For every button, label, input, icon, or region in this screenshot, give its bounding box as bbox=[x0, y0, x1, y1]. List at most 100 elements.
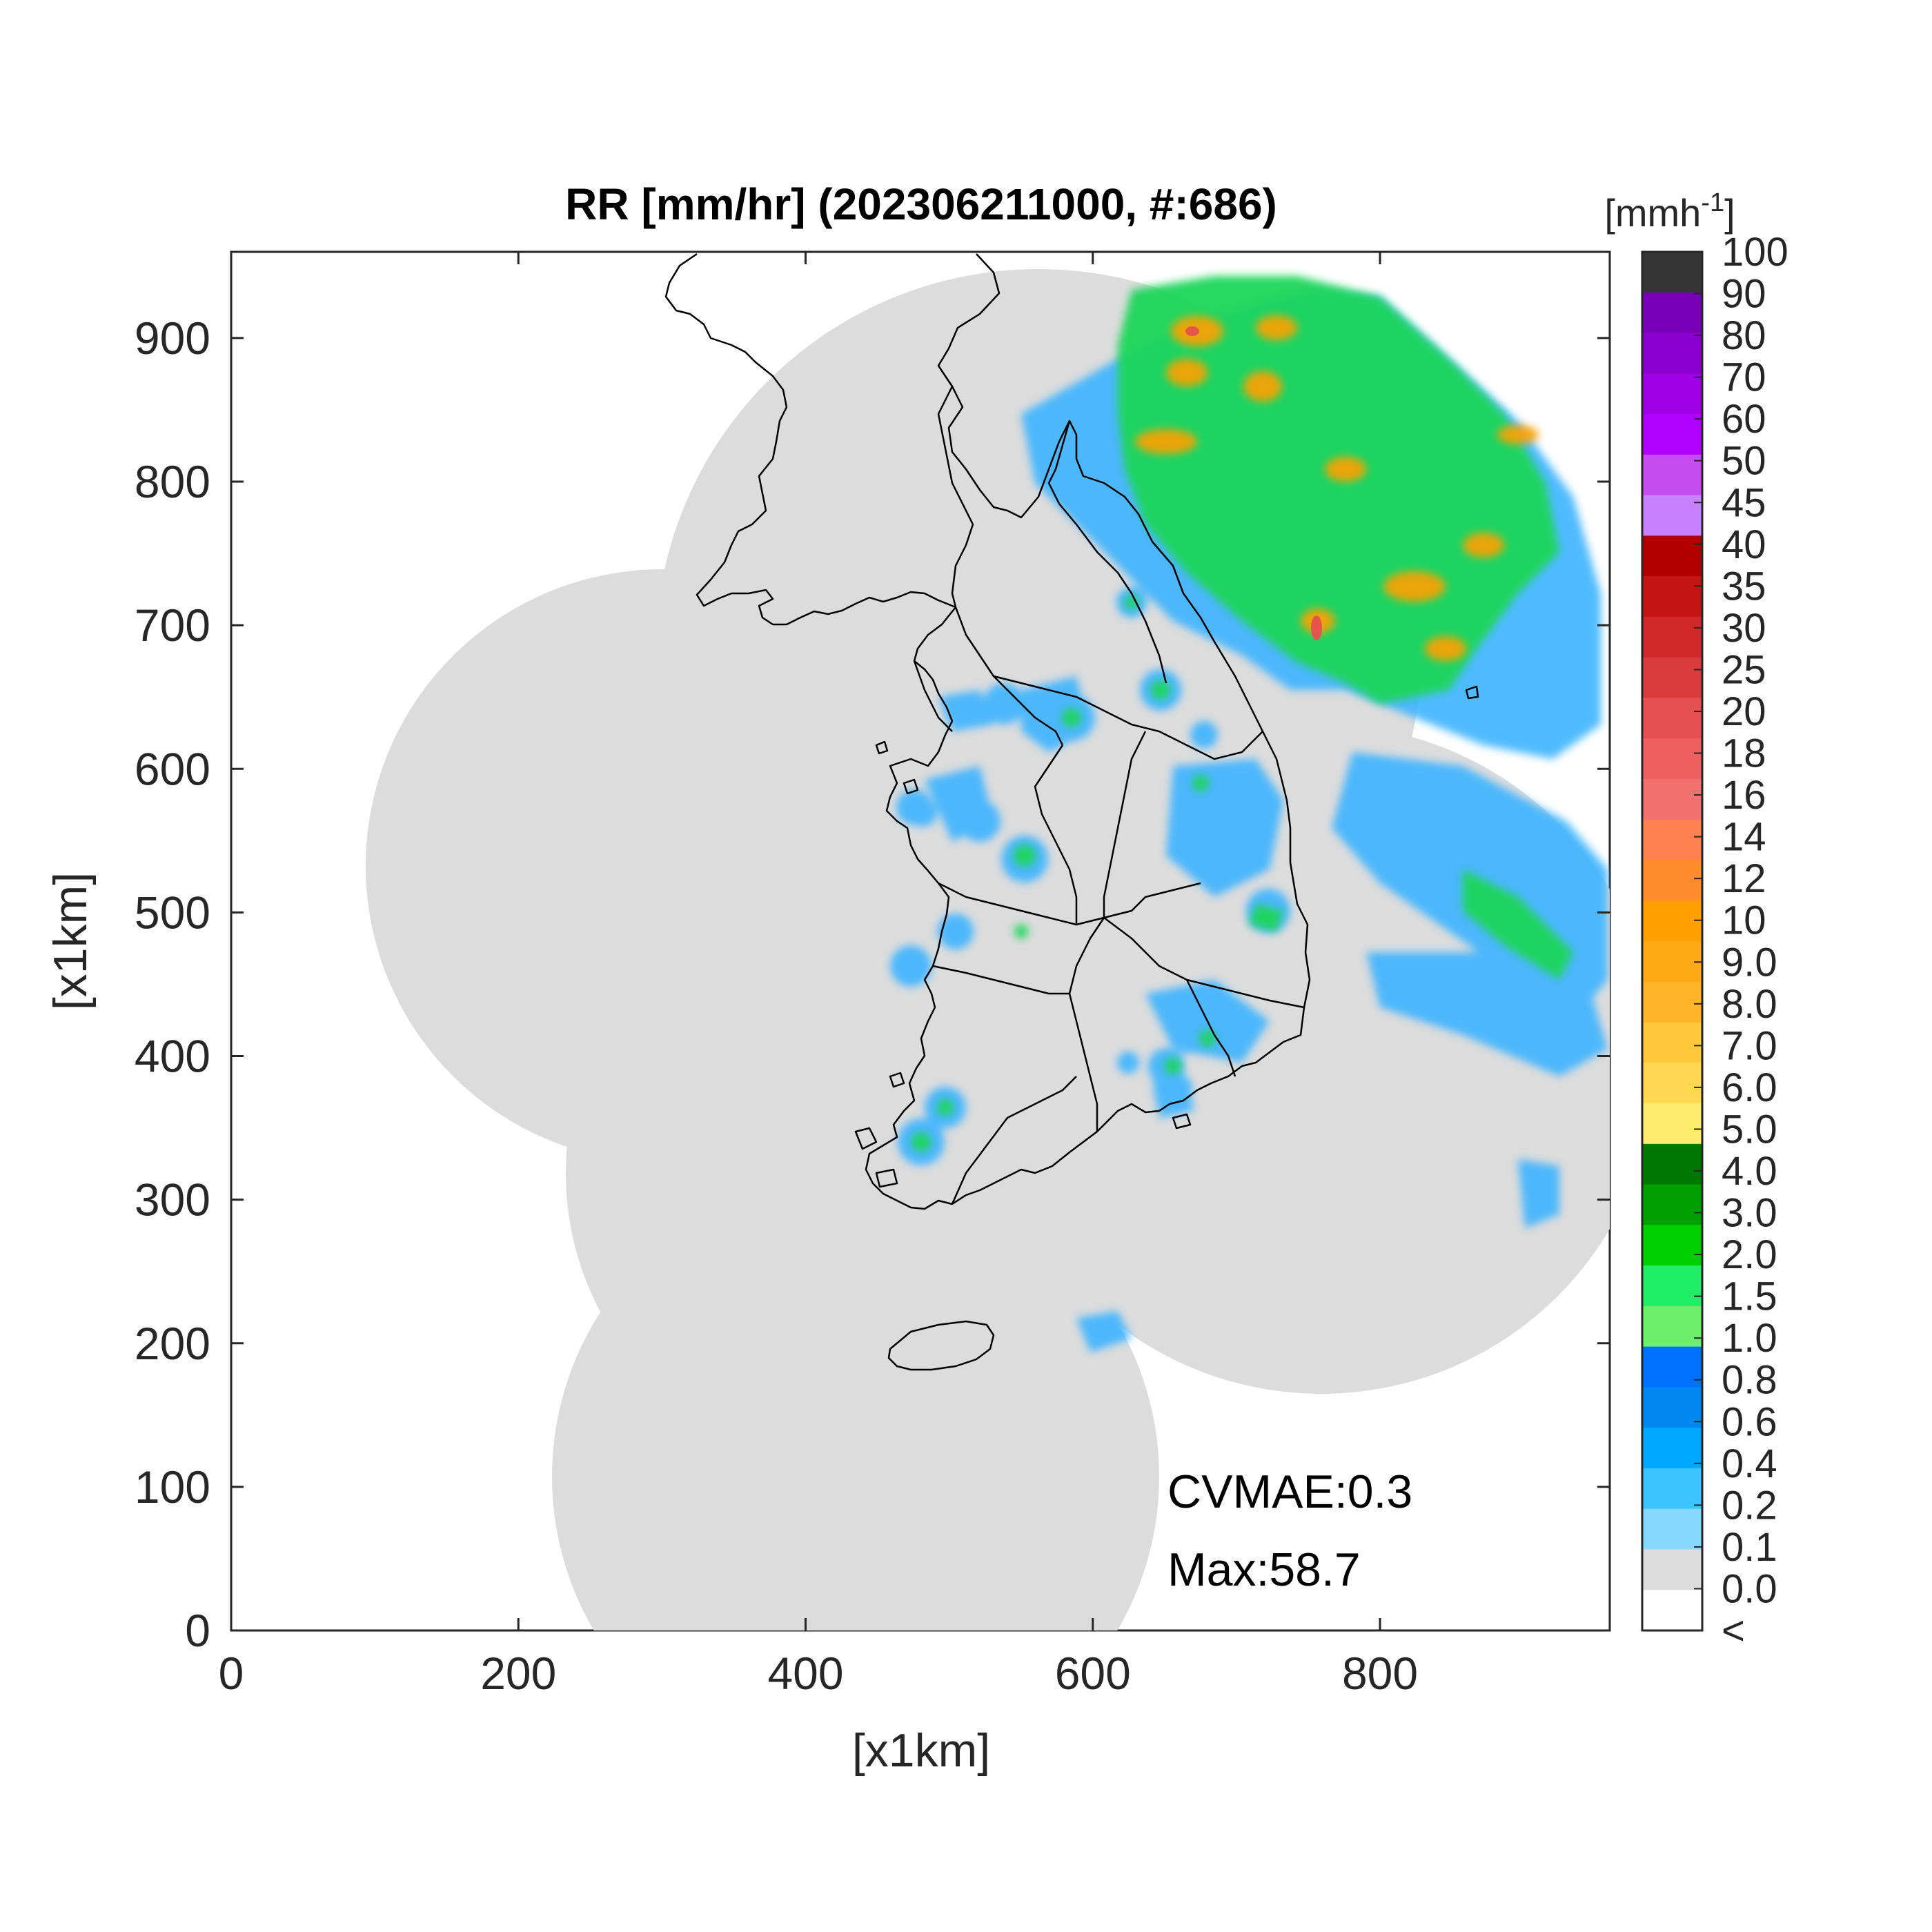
colorbar-cell bbox=[1642, 616, 1702, 658]
max-annotation: Max:58.7 bbox=[1167, 1544, 1361, 1596]
colorbar-label: 16 bbox=[1722, 773, 1766, 818]
colorbar-label: 14 bbox=[1722, 815, 1766, 860]
x-tick-label: 400 bbox=[767, 1648, 843, 1699]
colorbar-cell bbox=[1642, 1265, 1702, 1307]
colorbar-cell bbox=[1642, 333, 1702, 374]
colorbar-frame bbox=[1641, 250, 1704, 1632]
colorbar-cell bbox=[1642, 1184, 1702, 1225]
y-tick-label: 500 bbox=[135, 887, 210, 938]
colorbar-label: 0.4 bbox=[1722, 1441, 1777, 1486]
colorbar-label: 0.8 bbox=[1722, 1358, 1777, 1403]
map-boundaries bbox=[664, 253, 1479, 1371]
axes: 0 200 400 600 800 0 100 200 300 400 500 600 700 800 90… bbox=[135, 252, 1610, 1699]
colorbar-cells bbox=[1642, 252, 1702, 1631]
colorbar-cell bbox=[1642, 1387, 1702, 1428]
colorbar-label: 9.0 bbox=[1722, 940, 1777, 985]
colorbar-label: 20 bbox=[1722, 689, 1766, 734]
radar-coverage bbox=[366, 269, 1610, 1630]
colorbar-label: 90 bbox=[1722, 272, 1766, 317]
colorbar-cell bbox=[1642, 292, 1702, 334]
colorbar-cell bbox=[1642, 1428, 1702, 1469]
y-tick-label: 800 bbox=[135, 456, 210, 507]
colorbar-cell bbox=[1642, 819, 1702, 860]
colorbar-cell bbox=[1642, 1549, 1702, 1590]
x-tick-label: 0 bbox=[219, 1648, 244, 1699]
colorbar-cell bbox=[1642, 1103, 1702, 1145]
colorbar-label: 18 bbox=[1722, 731, 1766, 776]
colorbar-label: 12 bbox=[1722, 856, 1766, 901]
precip-intense bbox=[1185, 326, 1322, 640]
y-tick-label: 0 bbox=[185, 1605, 210, 1656]
colorbar: [mmh-1] 10090807060504540353025201816141… bbox=[1604, 188, 1788, 1653]
colorbar-label: 45 bbox=[1722, 480, 1766, 525]
colorbar-label: 0.6 bbox=[1722, 1399, 1777, 1444]
colorbar-cell bbox=[1642, 1590, 1702, 1631]
x-tick-label: 800 bbox=[1342, 1648, 1418, 1699]
colorbar-cell bbox=[1642, 252, 1702, 293]
colorbar-cell bbox=[1642, 1143, 1702, 1185]
colorbar-cell bbox=[1642, 941, 1702, 983]
colorbar-cell bbox=[1642, 900, 1702, 942]
colorbar-label: 30 bbox=[1722, 606, 1766, 651]
chart-title: RR [mm/hr] (202306211000, #:686) bbox=[565, 179, 1277, 229]
colorbar-cell bbox=[1642, 981, 1702, 1023]
colorbar-label: 100 bbox=[1722, 230, 1788, 275]
colorbar-label: 8.0 bbox=[1722, 982, 1777, 1027]
colorbar-cell bbox=[1642, 698, 1702, 739]
colorbar-label: 0.1 bbox=[1722, 1525, 1777, 1570]
colorbar-cell bbox=[1642, 738, 1702, 780]
colorbar-cell bbox=[1642, 1305, 1702, 1348]
colorbar-label: 40 bbox=[1722, 522, 1766, 567]
precip-heavy bbox=[1135, 315, 1539, 661]
y-tick-label: 600 bbox=[135, 743, 210, 794]
y-tick-label: 700 bbox=[135, 600, 210, 651]
colorbar-cell bbox=[1642, 1022, 1702, 1063]
y-tick-label: 400 bbox=[135, 1031, 210, 1082]
x-tick-label: 200 bbox=[480, 1648, 556, 1699]
colorbar-label: 0.2 bbox=[1722, 1483, 1777, 1528]
colorbar-label: 4.0 bbox=[1722, 1149, 1777, 1194]
colorbar-label: < bbox=[1722, 1608, 1745, 1653]
y-tick-label: 300 bbox=[135, 1174, 210, 1225]
colorbar-cell bbox=[1642, 1063, 1702, 1104]
colorbar-cell bbox=[1642, 373, 1702, 415]
colorbar-cell bbox=[1642, 535, 1702, 577]
colorbar-label: 1.0 bbox=[1722, 1316, 1777, 1361]
colorbar-label: 25 bbox=[1722, 647, 1766, 692]
colorbar-cell bbox=[1642, 778, 1702, 820]
colorbar-label: 1.5 bbox=[1722, 1274, 1777, 1319]
colorbar-label: 0.0 bbox=[1722, 1566, 1777, 1611]
x-tick-label: 600 bbox=[1055, 1648, 1131, 1699]
colorbar-cell bbox=[1642, 657, 1702, 698]
y-tick-label: 900 bbox=[135, 313, 210, 364]
colorbar-label: 3.0 bbox=[1722, 1191, 1777, 1236]
colorbar-label: 2.0 bbox=[1722, 1232, 1777, 1277]
colorbar-cell bbox=[1642, 1225, 1702, 1266]
colorbar-cell bbox=[1642, 414, 1702, 455]
colorbar-cell bbox=[1642, 860, 1702, 901]
colorbar-label: 6.0 bbox=[1722, 1065, 1777, 1110]
colorbar-label: 70 bbox=[1722, 355, 1766, 400]
colorbar-label: 50 bbox=[1722, 439, 1766, 484]
colorbar-label: 80 bbox=[1722, 313, 1766, 358]
colorbar-cell bbox=[1642, 1346, 1702, 1388]
precip-moderate bbox=[911, 276, 1573, 1152]
colorbar-cell bbox=[1642, 1468, 1702, 1510]
colorbar-cell bbox=[1642, 576, 1702, 618]
colorbar-cell bbox=[1642, 495, 1702, 536]
cvmae-annotation: CVMAE:0.3 bbox=[1167, 1466, 1412, 1518]
x-axis-label: [x1km] bbox=[852, 1724, 990, 1777]
colorbar-label: 7.0 bbox=[1722, 1023, 1777, 1068]
colorbar-label: 35 bbox=[1722, 564, 1766, 609]
radar-map bbox=[366, 253, 1610, 1630]
colorbar-unit: [mmh-1] bbox=[1604, 188, 1735, 235]
colorbar-label: 60 bbox=[1722, 397, 1766, 442]
colorbar-labels: 100908070605045403530252018161412109.08.… bbox=[1694, 230, 1788, 1653]
colorbar-label: 10 bbox=[1722, 898, 1766, 943]
colorbar-cell bbox=[1642, 454, 1702, 496]
colorbar-cell bbox=[1642, 1508, 1702, 1550]
y-tick-label: 100 bbox=[135, 1461, 210, 1512]
y-tick-label: 200 bbox=[135, 1318, 210, 1369]
y-axis-label: [x1km] bbox=[44, 872, 97, 1010]
